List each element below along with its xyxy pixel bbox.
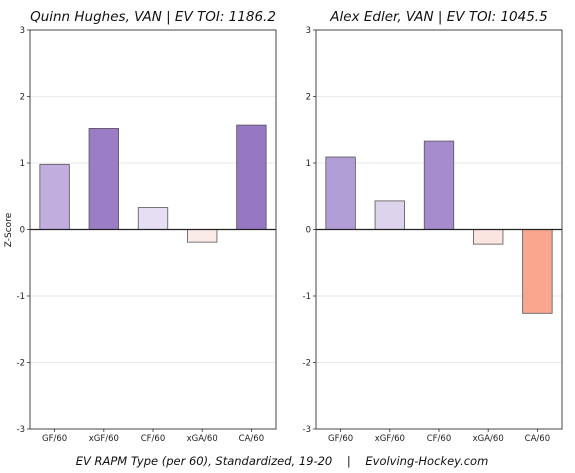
bar-cf-60 <box>137 207 169 230</box>
y-tick-label: -3 <box>17 425 25 435</box>
y-tick-label: -3 <box>303 425 311 435</box>
y-tick-label: 0 <box>306 226 311 236</box>
bar-ca-60 <box>522 229 553 314</box>
bar-gf-60 <box>325 156 356 230</box>
bar-xgf-60 <box>374 200 405 230</box>
y-tick-label: 3 <box>20 26 25 36</box>
chart-title: Quinn Hughes, VAN | EV TOI: 1186.2 <box>30 9 276 25</box>
x-tick-label: xGA/60 <box>187 434 218 444</box>
y-tick-label: 1 <box>306 159 311 169</box>
y-tick-label: 1 <box>20 159 25 169</box>
chart-panel-alex-edler: Alex Edler, VAN | EV TOI: 1045.5 GF/60 xGF… <box>303 9 563 444</box>
bar-gf-60 <box>39 163 70 230</box>
x-tick-label: xGF/60 <box>375 434 405 444</box>
y-tick-label: 0 <box>20 226 25 236</box>
x-tick-label: xGA/60 <box>473 434 504 444</box>
bar-xga-60 <box>473 229 504 245</box>
bar-cf-60 <box>423 140 455 230</box>
y-tick-label: -2 <box>303 359 311 369</box>
y-tick-label: 2 <box>20 93 25 103</box>
x-tick-label: CA/60 <box>239 434 264 444</box>
bar-xga-60 <box>187 229 218 243</box>
chart-panel-quinn-hughes: Quinn Hughes, VAN | EV TOI: 1186.2 GF/60 x… <box>17 9 277 444</box>
x-tick-label: GF/60 <box>42 434 67 444</box>
x-tick-label: xGF/60 <box>89 434 119 444</box>
plot-frame <box>29 29 277 430</box>
y-tick-label: 3 <box>306 26 311 36</box>
x-tick-label: CA/60 <box>525 434 550 444</box>
y-tick-label: -1 <box>303 292 311 302</box>
chart-title: Alex Edler, VAN | EV TOI: 1045.5 <box>329 9 547 25</box>
bar-xgf-60 <box>88 128 119 230</box>
y-axis-label: Z-Score <box>4 212 14 247</box>
y-tick-label: 2 <box>306 93 311 103</box>
figure-caption: EV RAPM Type (per 60), Standardized, 19-… <box>76 454 489 468</box>
x-tick-label: CF/60 <box>141 434 166 444</box>
x-tick-label: CF/60 <box>427 434 452 444</box>
y-tick-label: -2 <box>17 359 25 369</box>
x-tick-label: GF/60 <box>328 434 353 444</box>
y-tick-label: -1 <box>17 292 25 302</box>
bar-ca-60 <box>236 124 267 230</box>
plot-frame <box>315 29 563 430</box>
